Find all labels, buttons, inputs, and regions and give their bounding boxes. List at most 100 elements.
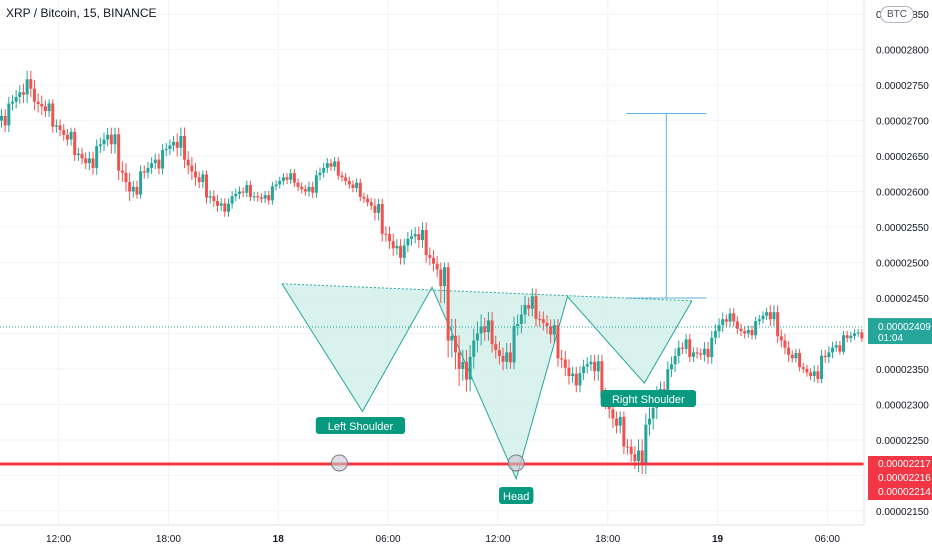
candle-body <box>798 352 802 368</box>
candle-body <box>175 141 179 148</box>
chart-overlays: Left Shoulder Head Right Shoulder <box>0 113 864 504</box>
candle-body <box>109 134 113 145</box>
candle-body <box>256 196 260 198</box>
candle-body <box>377 203 381 213</box>
candle-body <box>446 267 450 341</box>
candle-body <box>637 450 641 462</box>
candle-body <box>831 347 835 353</box>
candle-body <box>428 255 432 258</box>
candles <box>0 70 878 474</box>
candle-body <box>816 371 820 379</box>
candle-body <box>801 367 805 369</box>
candle-body <box>691 352 695 357</box>
candle-body <box>556 325 560 359</box>
candle-body <box>300 186 304 190</box>
candle-body <box>259 197 263 199</box>
price-axis: 0.000028500.000028000.000027500.00002700… <box>863 0 932 550</box>
candle-body <box>274 184 278 187</box>
candle-body <box>54 125 58 127</box>
candle-body <box>717 325 721 332</box>
price-tick-label: 0.00002800 <box>876 46 929 57</box>
candle-body <box>267 195 271 201</box>
candle-body <box>486 320 490 333</box>
candle-body <box>263 195 267 199</box>
candle-body <box>399 245 403 258</box>
candle-body <box>523 305 527 315</box>
candle-body <box>746 329 750 334</box>
candle-body <box>809 372 813 377</box>
candle-body <box>25 79 29 95</box>
candle-body <box>849 335 853 339</box>
candle-body <box>135 186 139 195</box>
candle-body <box>494 344 498 350</box>
candle-body <box>76 153 80 156</box>
currency-badge[interactable]: BTC <box>880 6 914 23</box>
candle-body <box>699 353 703 355</box>
candle-body <box>567 367 571 377</box>
candle-body <box>366 198 370 203</box>
candle-body <box>713 331 717 338</box>
price-tick-label: 0.00002750 <box>876 81 929 92</box>
candle-body <box>7 103 11 126</box>
candle-body <box>285 177 289 180</box>
candle-body <box>10 101 14 104</box>
candle-body <box>673 355 677 365</box>
candle-body <box>508 352 512 363</box>
candle-body <box>472 340 476 357</box>
candle-body <box>563 359 567 368</box>
candle-body <box>684 339 688 349</box>
candle-body <box>347 180 351 185</box>
head-label-bg <box>499 487 534 504</box>
candle-body <box>765 312 769 316</box>
price-tick-label: 0.00002450 <box>876 294 929 305</box>
candle-body <box>845 335 849 339</box>
candle-body <box>600 361 604 398</box>
current-price-badge <box>868 318 932 345</box>
candle-body <box>296 182 300 187</box>
candle-body <box>820 355 824 379</box>
candle-body <box>216 201 219 206</box>
candle-body <box>538 318 542 320</box>
candle-body <box>790 354 794 359</box>
candle-body <box>519 314 523 324</box>
price-tick-label: 0.00002550 <box>876 223 929 234</box>
candle-body <box>307 186 311 192</box>
candle-body <box>545 322 549 327</box>
candle-body <box>560 358 564 360</box>
price-tick-label: 0.00002700 <box>876 117 929 128</box>
candle-body <box>355 182 359 189</box>
candle-body <box>823 355 827 358</box>
candle-body <box>179 135 183 148</box>
candle-body <box>512 325 516 363</box>
candle-body <box>380 203 384 234</box>
candle-body <box>69 131 73 140</box>
candle-body <box>205 174 209 198</box>
price-tick-label: 0.00002150 <box>876 507 929 518</box>
candle-body <box>442 267 446 287</box>
candle-body <box>32 88 36 102</box>
candle-body <box>142 171 146 173</box>
candle-body <box>702 348 706 355</box>
candle-body <box>340 175 344 178</box>
price-tick-label: 0.00002250 <box>876 436 929 447</box>
candle-body <box>391 241 395 249</box>
time-tick-label: 12:00 <box>485 534 510 545</box>
support-price-value: 0.00002216 <box>878 473 931 484</box>
time-tick-label: 06:00 <box>376 534 401 545</box>
candle-body <box>245 185 249 193</box>
candle-body <box>14 96 18 102</box>
candle-body <box>98 144 102 147</box>
candle-body <box>413 234 417 237</box>
candle-body <box>329 163 333 167</box>
time-tick-label: 18:00 <box>156 534 181 545</box>
candle-body <box>721 319 725 326</box>
candle-body <box>219 203 223 206</box>
candle-body <box>311 186 315 193</box>
candle-body <box>571 373 575 377</box>
candle-body <box>750 329 754 336</box>
candle-body <box>468 356 472 380</box>
candle-body <box>464 361 468 380</box>
candle-body <box>241 191 245 193</box>
candle-body <box>860 332 864 339</box>
